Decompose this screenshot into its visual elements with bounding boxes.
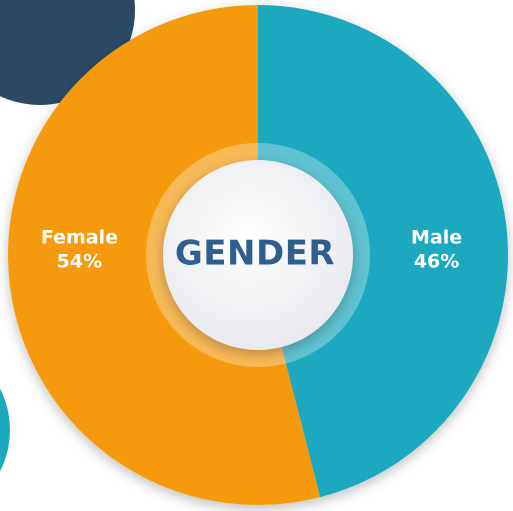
hole xyxy=(163,160,353,350)
slice xyxy=(258,5,509,498)
slice-label: Female xyxy=(41,227,118,249)
slice-label: Male xyxy=(411,227,462,249)
value-label: 54% xyxy=(57,251,102,273)
chart-title: GENDER xyxy=(175,234,335,274)
decor-circle xyxy=(0,388,10,472)
value-label: 46% xyxy=(414,251,459,273)
